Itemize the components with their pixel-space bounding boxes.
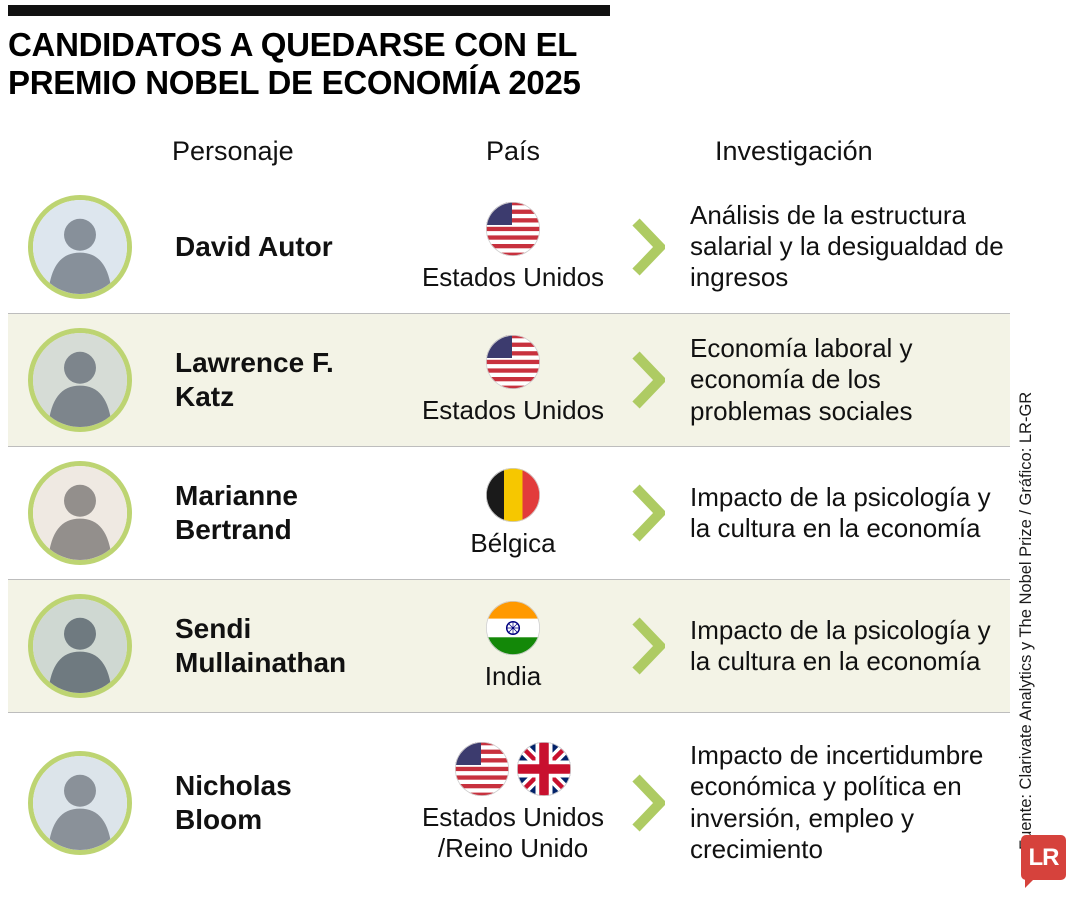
us-flag-icon [454,742,510,797]
chevron-right-icon [632,484,665,542]
flag-group [418,741,608,797]
flag-group [418,467,608,523]
title-line-1: CANDIDATOS A QUEDARSE CON EL [8,26,578,63]
name-cell: David Autor [158,230,418,264]
column-header-investigacion: Investigación [715,136,873,166]
candidate-name: Sendi Mullainathan [175,613,347,678]
country-cell: India [418,600,608,692]
chevron-cell [608,616,688,676]
title-rule [8,5,610,16]
chevron-cell [608,350,688,410]
chevron-right-icon [632,774,665,831]
photo-cell [8,461,158,565]
lr-logo-text: LR [1028,843,1060,871]
research-text: Impacto de incertidumbre económica y pol… [690,740,984,864]
candidate-name: Marianne Bertrand [175,480,298,545]
column-header-pais: País [485,136,541,166]
photo-cell [8,594,158,698]
lr-logo: LR [1021,835,1066,888]
research-text: Impacto de la psicología y la cultura en… [690,614,991,676]
table-body: David Autor Estados Unidos Análisis de l… [8,180,1010,892]
chevron-cell [608,483,688,543]
candidate-photo [28,328,132,432]
candidate-photo [28,594,132,698]
page-title: CANDIDATOS A QUEDARSE CON EL PREMIO NOBEL… [8,26,581,102]
flag-group [418,201,608,257]
research-cell: Impacto de la psicología y la cultura en… [688,482,1010,544]
photo-cell [8,194,158,299]
country-label: Estados Unidos [421,395,605,426]
belgium-flag-icon [485,468,541,523]
research-text: Análisis de la estructura salarial y la … [690,199,1004,293]
research-text: Impacto de la psicología y la cultura en… [690,481,991,543]
candidate-name: Nicholas Bloom [175,769,292,835]
flag-group [418,334,608,390]
chevron-right-icon [632,617,665,675]
research-cell: Economía laboral y economía de los probl… [688,333,1010,427]
flag-group [418,600,608,656]
chevron-cell [608,773,688,833]
title-line-2: PREMIO NOBEL DE ECONOMÍA 2025 [8,63,581,101]
india-flag-icon [485,601,541,656]
table-row: David Autor Estados Unidos Análisis de l… [8,180,1010,313]
name-cell: Marianne Bertrand [158,479,418,546]
research-cell: Impacto de incertidumbre económica y pol… [688,740,1010,865]
table-row: Nicholas Bloom Estados Unidos /Reino Uni… [8,712,1010,892]
country-label: Bélgica [470,528,556,559]
photo-cell [8,750,158,855]
candidate-photo [28,461,132,565]
candidate-photo [28,750,132,855]
table-row: Lawrence F. Katz Estados Unidos Economía… [8,313,1010,446]
research-cell: Análisis de la estructura salarial y la … [688,200,1010,294]
chevron-right-icon [632,218,665,275]
country-cell: Bélgica [418,467,608,559]
column-header-personaje: Personaje [172,136,294,166]
research-text: Economía laboral y economía de los probl… [690,333,913,426]
country-label: India [484,661,542,692]
country-label: Estados Unidos /Reino Unido [421,802,605,863]
country-cell: Estados Unidos [418,201,608,293]
table-header: Personaje País Investigación [8,136,1010,180]
photo-cell [8,328,158,432]
table-row: Marianne Bertrand Bélgica Impacto de la … [8,446,1010,579]
chevron-right-icon [632,351,665,409]
us-flag-icon [485,335,541,390]
candidate-name: David Autor [175,230,333,262]
research-cell: Impacto de la psicología y la cultura en… [688,615,1010,677]
name-cell: Lawrence F. Katz [158,346,418,413]
country-cell: Estados Unidos [418,334,608,426]
uk-flag-icon [516,742,572,797]
name-cell: Sendi Mullainathan [158,612,418,679]
name-cell: Nicholas Bloom [158,769,418,836]
country-cell: Estados Unidos /Reino Unido [418,741,608,863]
candidate-photo [28,194,132,299]
candidate-name: Lawrence F. Katz [175,347,334,412]
table-row: Sendi Mullainathan India Impacto de la p… [8,579,1010,712]
country-label: Estados Unidos [421,261,605,292]
chevron-cell [608,217,688,277]
candidates-table: Personaje País Investigación David Autor [8,136,1010,892]
source-credit: Fuente: Clarivate Analytics y The Nobel … [1017,391,1035,850]
us-flag-icon [485,201,541,256]
